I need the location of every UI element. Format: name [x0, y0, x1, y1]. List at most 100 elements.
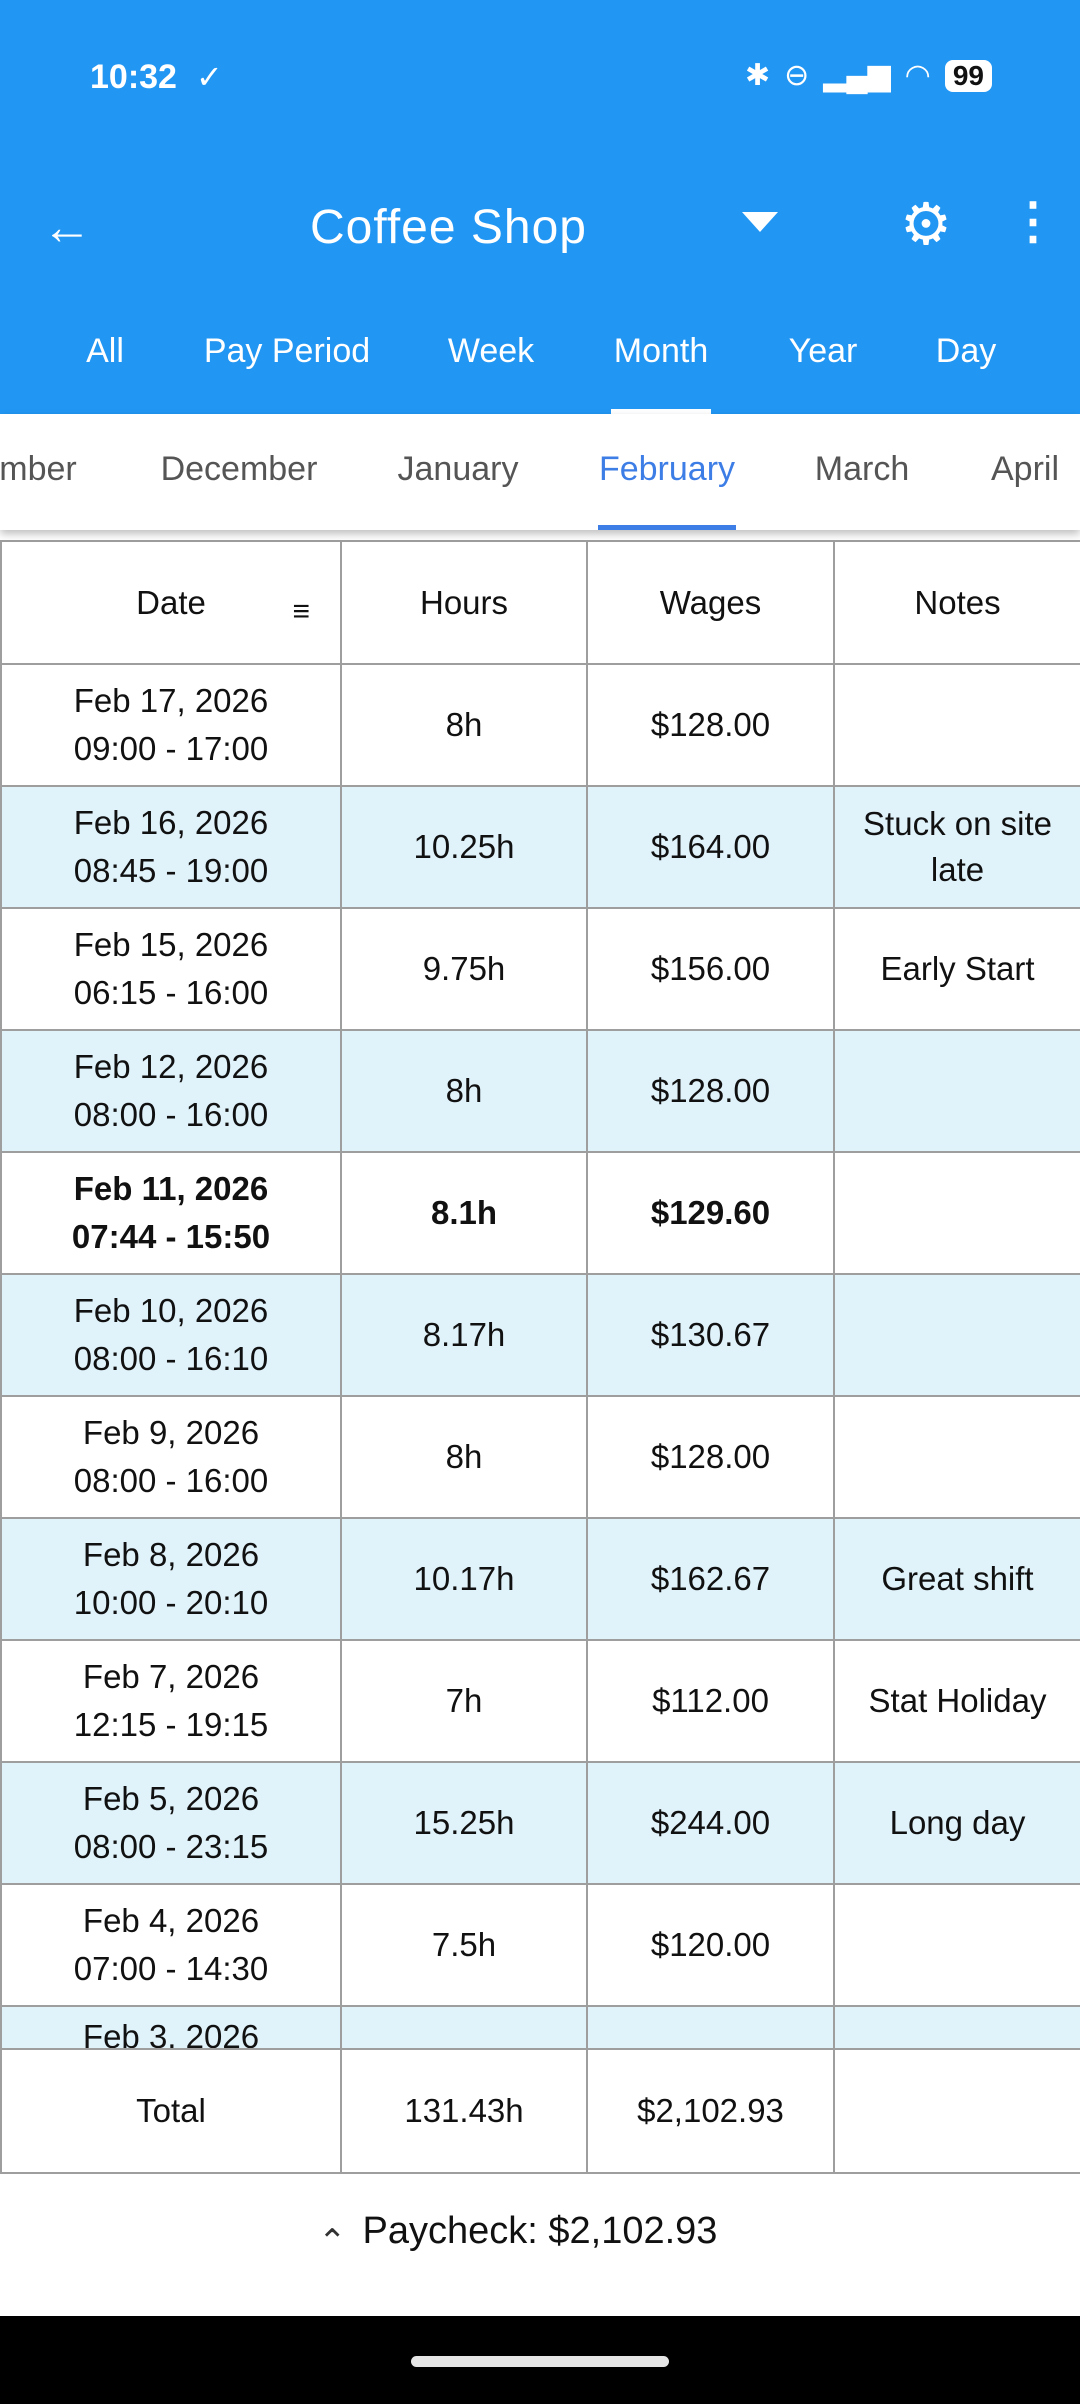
status-bar: 10:32 ✓ ✱ ⊖ ▂▄▆ ◠ 99 [0, 52, 1080, 104]
cell-date: Feb 5, 2026 08:00 - 23:15 [0, 1761, 342, 1885]
tab-indicator [611, 409, 711, 414]
dropdown-triangle-icon[interactable] [742, 212, 778, 232]
time-range: 08:00 - 16:00 [73, 1096, 269, 1133]
tab-pay-period[interactable]: Pay Period [203, 332, 371, 370]
cell-notes: Long day [833, 1761, 1080, 1885]
table-row[interactable]: Feb 11, 2026 07:44 - 15:50 8.1h $129.60 [0, 1151, 1080, 1275]
cell-date: Feb 7, 2026 12:15 - 19:15 [0, 1639, 342, 1763]
navigation-bar [0, 2316, 1080, 2404]
tab-april[interactable]: April [990, 450, 1060, 488]
cell-wages: $128.00 [586, 663, 835, 787]
header-notes[interactable]: Notes [833, 540, 1080, 665]
tab-december[interactable]: December [160, 450, 318, 488]
time-range: 10:00 - 20:10 [73, 1584, 269, 1621]
date-text: Feb 5, 2026 [82, 1780, 260, 1817]
cell-wages: $128.00 [586, 1029, 835, 1153]
time-range: 08:45 - 19:00 [73, 852, 269, 889]
cell-notes [833, 1273, 1080, 1397]
date-text: Feb 4, 2026 [82, 1902, 260, 1939]
cell-date: Feb 12, 2026 08:00 - 16:00 [0, 1029, 342, 1153]
cell-notes: Great shift [833, 1517, 1080, 1641]
tab-january[interactable]: January [397, 450, 519, 488]
cell-date: Feb 4, 2026 07:00 - 14:30 [0, 1883, 342, 2007]
tab-march[interactable]: March [814, 450, 910, 488]
tab-february[interactable]: February [598, 450, 736, 488]
cell-date: Feb 15, 2026 06:15 - 16:00 [0, 907, 342, 1031]
cell-wages: $130.67 [586, 1273, 835, 1397]
tab-year[interactable]: Year [788, 332, 858, 370]
time-range: 07:44 - 15:50 [71, 1218, 271, 1255]
tab-week[interactable]: Week [447, 332, 535, 370]
date-text: Feb 8, 2026 [82, 1536, 260, 1573]
cell-wages: $244.00 [586, 1761, 835, 1885]
cell-notes [833, 1395, 1080, 1519]
date-text: Feb 12, 2026 [73, 1048, 269, 1085]
wifi-icon: ◠ [904, 59, 931, 92]
table-row[interactable]: Feb 8, 2026 10:00 - 20:10 10.17h $162.67 … [0, 1517, 1080, 1641]
cell-wages: $112.00 [586, 1639, 835, 1763]
month-tab-indicator [598, 525, 736, 530]
tab-month[interactable]: Month [613, 332, 709, 370]
back-arrow-icon[interactable]: ← [42, 199, 92, 255]
cell-date: Feb 11, 2026 07:44 - 15:50 [0, 1151, 342, 1275]
month-tabs: mber December January February March Apr… [0, 414, 1080, 530]
cell-notes [833, 663, 1080, 787]
cell-hours: 8.1h [340, 1151, 588, 1275]
cell-notes: Stat Holiday [833, 1639, 1080, 1763]
cell-date: Feb 16, 2026 08:45 - 19:00 [0, 785, 342, 909]
cell-date: Feb 8, 2026 10:00 - 20:10 [0, 1517, 342, 1641]
tab-november[interactable]: mber [0, 450, 77, 488]
header-hours[interactable]: Hours [340, 540, 588, 665]
do-not-disturb-icon: ⊖ [784, 59, 810, 92]
table-row[interactable]: Feb 7, 2026 12:15 - 19:15 7h $112.00 Stat… [0, 1639, 1080, 1763]
table-row[interactable]: Feb 4, 2026 07:00 - 14:30 7.5h $120.00 [0, 1883, 1080, 2007]
gear-icon[interactable]: ⚙ [900, 192, 952, 257]
sort-icon[interactable]: ≡ [292, 595, 310, 628]
table-row[interactable]: Feb 16, 2026 08:45 - 19:00 10.25h $164.00… [0, 785, 1080, 909]
time-range: 07:00 - 14:30 [73, 1950, 269, 1987]
tab-all[interactable]: All [86, 332, 124, 370]
date-text: Feb 16, 2026 [73, 804, 269, 841]
table-row[interactable]: Feb 12, 2026 08:00 - 16:00 8h $128.00 [0, 1029, 1080, 1153]
cell-notes [833, 1883, 1080, 2007]
total-row: Total 131.43h $2,102.93 [0, 2048, 1080, 2174]
header-wages[interactable]: Wages [586, 540, 835, 665]
table-row[interactable]: Feb 15, 2026 06:15 - 16:00 9.75h $156.00 … [0, 907, 1080, 1031]
header-date-label: Date [136, 583, 206, 621]
app-bar: 10:32 ✓ ✱ ⊖ ▂▄▆ ◠ 99 ← Coffee Shop ⚙ ⋮ A… [0, 0, 1080, 414]
table-row[interactable]: Feb 10, 2026 08:00 - 16:10 8.17h $130.67 [0, 1273, 1080, 1397]
table-row[interactable]: Feb 9, 2026 08:00 - 16:00 8h $128.00 [0, 1395, 1080, 1519]
table-row[interactable]: Feb 5, 2026 08:00 - 23:15 15.25h $244.00 … [0, 1761, 1080, 1885]
paycheck-summary[interactable]: Paycheck: $2,102.93 [362, 2210, 718, 2252]
chevron-up-icon[interactable]: ⌃ [318, 2223, 347, 2261]
time-range: 12:15 - 19:15 [73, 1706, 269, 1743]
battery-icon: 99 [944, 59, 992, 92]
cell-hours: 8h [340, 1029, 588, 1153]
cell-hours: 7.5h [340, 1883, 588, 2007]
cell-hours: 9.75h [340, 907, 588, 1031]
date-text: Feb 15, 2026 [73, 926, 269, 963]
cell-notes [833, 1151, 1080, 1275]
signal-icon: ▂▄▆ [823, 59, 891, 92]
cell-hours: 8.17h [340, 1273, 588, 1397]
time-range: 08:00 - 16:10 [73, 1340, 269, 1377]
cell-hours: 8h [340, 1395, 588, 1519]
page-title[interactable]: Coffee Shop [310, 201, 587, 254]
cell-hours: 15.25h [340, 1761, 588, 1885]
cell-date: Feb 17, 2026 09:00 - 17:00 [0, 663, 342, 787]
date-text: Feb 11, 2026 [73, 1170, 269, 1207]
header-date[interactable]: Date ≡ [0, 540, 342, 665]
table-row[interactable]: Feb 17, 2026 09:00 - 17:00 8h $128.00 [0, 663, 1080, 787]
period-tabs: All Pay Period Week Month Year Day [0, 322, 1080, 414]
cell-hours: 10.17h [340, 1517, 588, 1641]
home-handle[interactable] [411, 2356, 669, 2367]
date-text: Feb 7, 2026 [82, 1658, 260, 1695]
total-label: Total [0, 2048, 342, 2174]
check-circle-icon: ✓ [196, 59, 223, 95]
more-vert-icon[interactable]: ⋮ [1008, 193, 1058, 249]
date-text: Feb 10, 2026 [73, 1292, 269, 1329]
cell-notes [833, 1029, 1080, 1153]
tab-day[interactable]: Day [935, 332, 997, 370]
cell-notes: Early Start [833, 907, 1080, 1031]
time-range: 06:15 - 16:00 [73, 974, 269, 1011]
